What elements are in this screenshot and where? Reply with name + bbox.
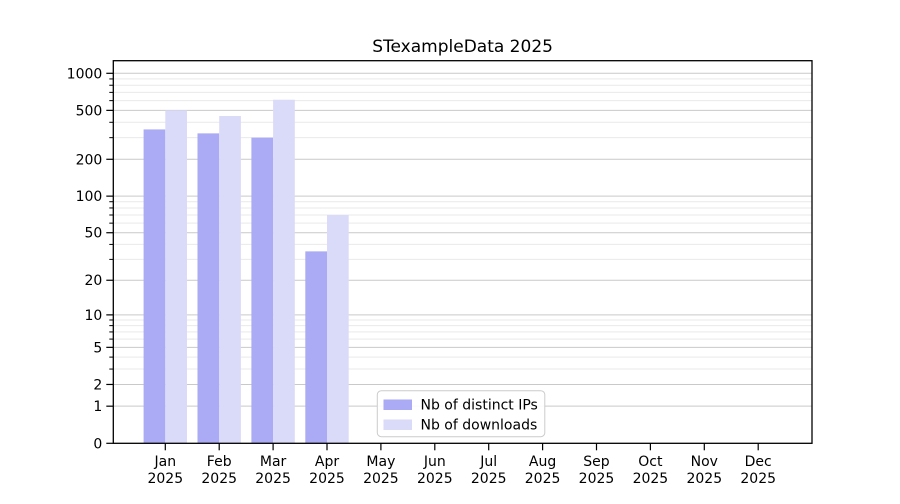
x-tick-label-month-may: May [366,454,395,470]
legend-box [376,390,546,438]
x-tick-label-year-apr: 2025 [309,471,345,487]
legend: Nb of distinct IPs Nb of downloads [376,390,546,438]
y-tick-label-1: 1 [93,399,102,415]
x-tick-label-month-apr: Apr [315,454,339,470]
y-tick-label-2: 2 [93,377,102,393]
bar-downloads-feb [219,115,241,444]
y-tick-label-1000: 1000 [67,66,103,82]
x-tick-label-year-aug: 2025 [525,471,561,487]
x-tick-label-year-nov: 2025 [686,471,722,487]
x-tick-label-year-feb: 2025 [201,471,237,487]
x-tick-label-year-mar: 2025 [255,471,291,487]
x-tick-label-month-oct: Oct [638,454,663,470]
x-tick-label-year-jul: 2025 [471,471,507,487]
x-tick-label-month-aug: Aug [529,454,556,470]
tick-labels-layer: 01251020501002005001000Jan2025Feb2025Mar… [67,66,776,487]
y-tick-label-20: 20 [84,273,102,289]
x-tick-label-month-jun: Jun [423,454,446,470]
legend-label-distinct-ips: Nb of distinct IPs [421,398,538,414]
bar-downloads-apr [327,215,349,444]
bar-distinct-ips-feb [197,133,220,444]
bar-downloads-mar [273,99,295,444]
bar-distinct-ips-jan [143,129,166,444]
plot-border [112,60,813,444]
x-tick-label-month-mar: Mar [260,454,287,470]
y-tick-label-500: 500 [76,103,103,119]
axes-layer [106,60,813,451]
x-tick-label-year-dec: 2025 [740,471,776,487]
x-tick-label-year-oct: 2025 [633,471,669,487]
legend-swatch-distinct-ips [383,399,412,410]
y-tick-label-100: 100 [76,189,103,205]
x-tick-label-month-nov: Nov [691,454,718,470]
x-tick-label-year-sep: 2025 [579,471,615,487]
y-tick-label-200: 200 [76,152,103,168]
legend-label-downloads: Nb of downloads [421,418,538,434]
x-tick-label-year-jun: 2025 [417,471,453,487]
x-tick-label-month-sep: Sep [583,454,610,470]
y-tick-label-0: 0 [93,436,102,452]
chart-title: STexampleData 2025 [372,37,553,57]
x-tick-label-month-jan: Jan [154,454,177,470]
bar-downloads-jan [165,110,187,444]
y-tick-label-50: 50 [84,226,102,242]
x-tick-label-year-may: 2025 [363,471,399,487]
x-tick-label-month-feb: Feb [207,454,232,470]
legend-swatch-downloads [383,419,412,430]
y-tick-label-5: 5 [93,340,102,356]
x-tick-label-month-dec: Dec [745,454,772,470]
bar-distinct-ips-mar [251,137,274,444]
bars-layer [143,99,349,444]
bar-distinct-ips-apr [305,251,327,444]
x-tick-label-year-jan: 2025 [147,471,183,487]
x-tick-label-month-jul: Jul [479,454,497,470]
y-tick-label-10: 10 [84,308,102,324]
